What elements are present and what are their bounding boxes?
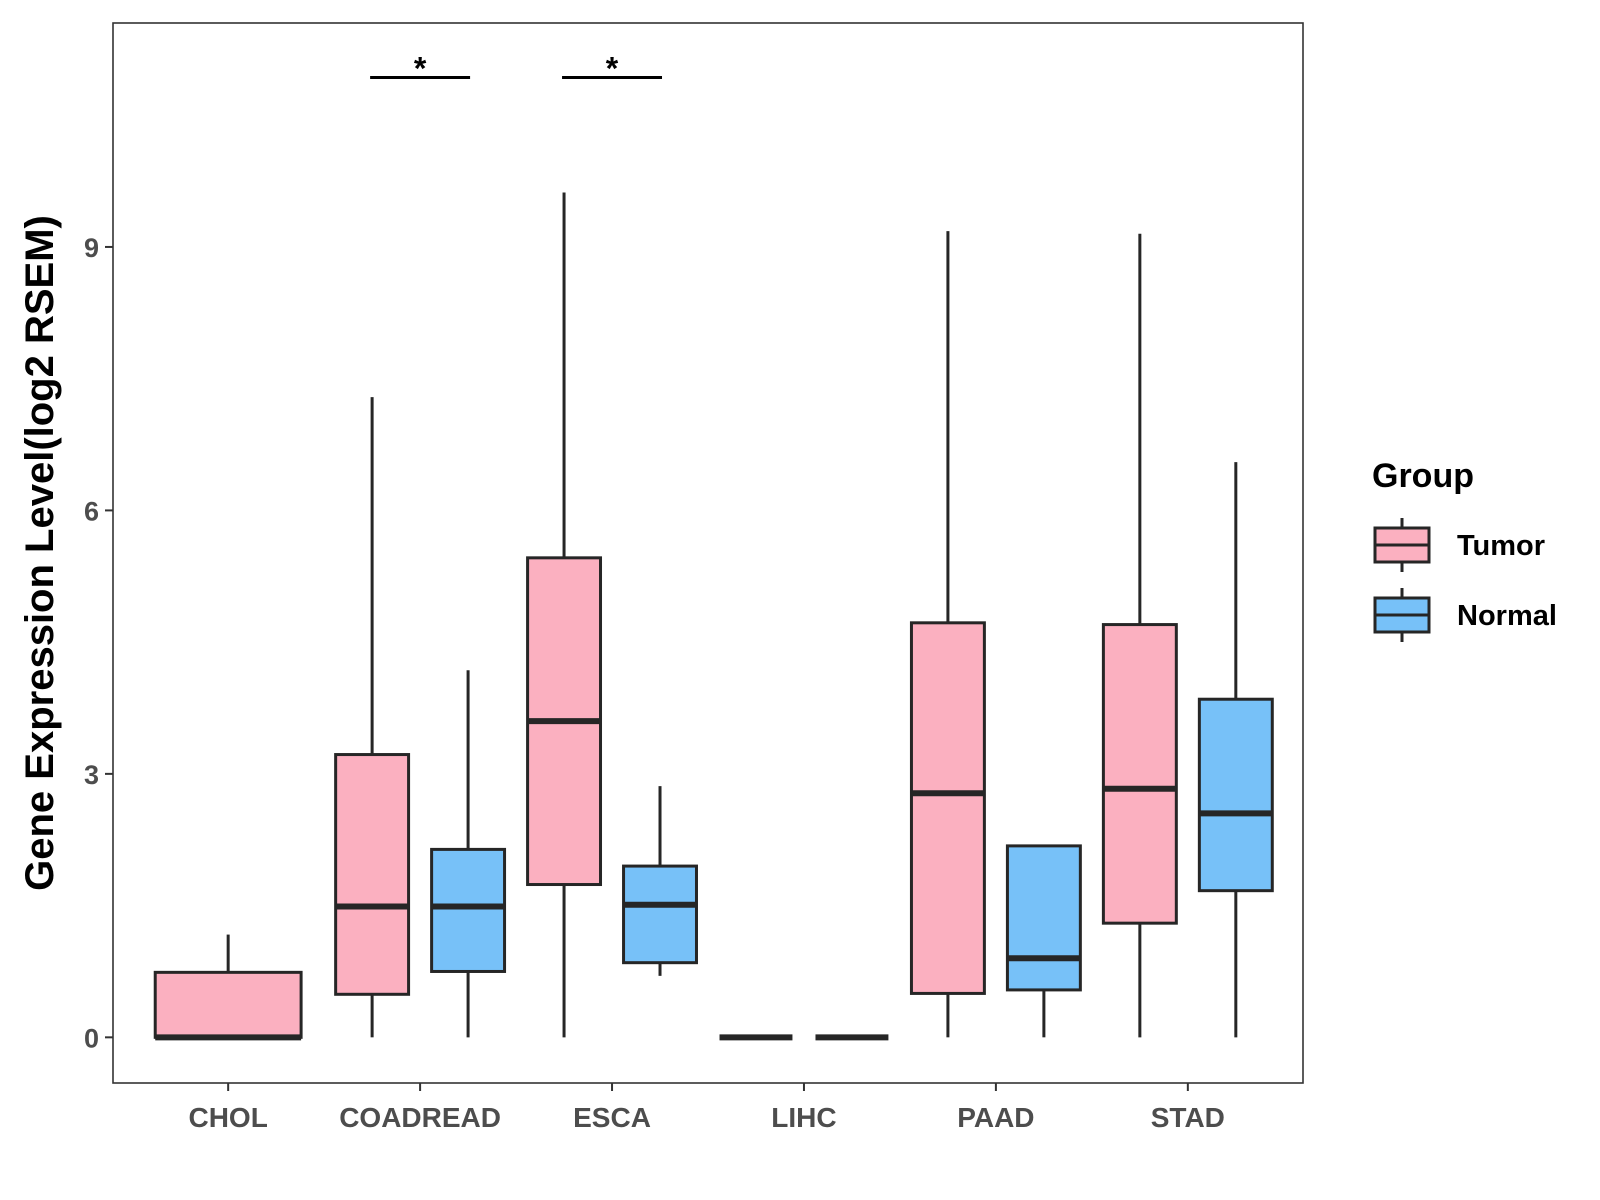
box-normal-paad	[1005, 844, 1082, 1038]
box-normal-stad	[1197, 462, 1274, 1038]
x-tick-label: CHOL	[188, 1102, 267, 1133]
significance-annotations: * *	[370, 50, 663, 86]
legend-label: Tumor	[1457, 530, 1545, 562]
significance-label: *	[606, 50, 619, 86]
significance-label: *	[414, 50, 427, 86]
box-body	[909, 621, 986, 995]
box-series	[153, 192, 1274, 1041]
box-tumor-chol	[153, 934, 303, 1041]
legend-key-tumor	[1373, 518, 1431, 572]
box-body	[1197, 697, 1274, 893]
y-tick-label: 3	[84, 760, 99, 790]
box-body	[334, 753, 411, 996]
box-tumor-esca	[526, 192, 603, 1038]
box-normal-coadread	[430, 670, 507, 1038]
x-axis: CHOL COADREAD ESCA LIHC PAAD STAD	[188, 1083, 1225, 1133]
box-tumor-coadread	[334, 397, 411, 1038]
y-axis: 0 3 6 9	[84, 233, 113, 1053]
box-normal-esca	[622, 786, 698, 976]
x-tick-label: PAAD	[957, 1102, 1034, 1133]
x-tick-label: COADREAD	[339, 1102, 501, 1133]
x-tick-label: LIHC	[771, 1102, 836, 1133]
y-tick-label: 9	[84, 233, 99, 263]
y-axis-title: Gene Expression Level(log2 RSEM)	[18, 215, 62, 891]
legend: Group Tumor Normal	[1372, 457, 1557, 642]
box-body	[430, 847, 507, 973]
y-tick-label: 6	[84, 496, 99, 526]
box-tumor-stad	[1101, 233, 1178, 1038]
legend-title: Group	[1372, 457, 1474, 495]
box-body	[1101, 623, 1178, 925]
box-body	[153, 970, 303, 1039]
x-tick-label: STAD	[1151, 1102, 1225, 1133]
legend-label: Normal	[1457, 600, 1557, 632]
y-tick-label: 0	[84, 1023, 99, 1053]
x-tick-label: ESCA	[573, 1102, 651, 1133]
box-tumor-paad	[909, 231, 986, 1038]
box-body	[1005, 844, 1082, 992]
box-body	[622, 864, 698, 965]
legend-key-normal	[1373, 588, 1431, 642]
